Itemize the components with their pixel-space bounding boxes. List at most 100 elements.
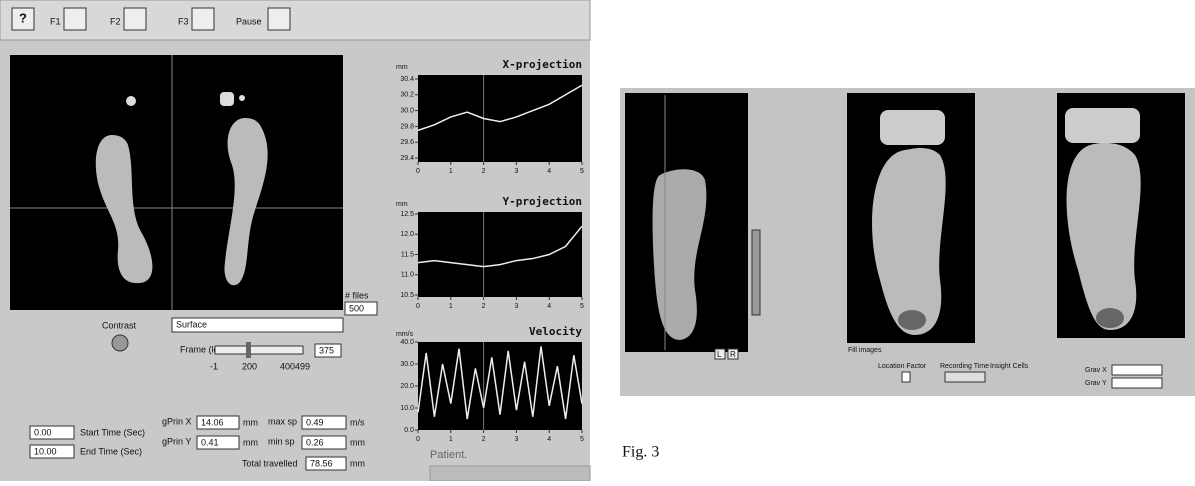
recording-box[interactable] bbox=[944, 371, 986, 383]
gravx-box[interactable] bbox=[1111, 364, 1163, 376]
heel-right bbox=[1096, 308, 1124, 328]
trace bbox=[417, 346, 583, 420]
foot-middle bbox=[872, 147, 946, 335]
x-tick-label: 4 bbox=[547, 303, 551, 310]
y-tick-label: 10.0 bbox=[400, 405, 414, 412]
gravy-box[interactable] bbox=[1111, 377, 1163, 389]
end-value: 10.00 bbox=[34, 446, 57, 456]
l-button[interactable] bbox=[714, 348, 726, 360]
frame-slider[interactable] bbox=[214, 345, 304, 355]
minsp-label: min sp bbox=[268, 436, 295, 446]
y-tick-label: 12.0 bbox=[400, 231, 414, 238]
r-button[interactable] bbox=[727, 348, 739, 360]
plot-title: Y-projection bbox=[503, 195, 582, 208]
pause-label: Pause bbox=[236, 16, 262, 26]
patient-label: Patient. bbox=[430, 449, 467, 461]
y-tick-label: 11.0 bbox=[401, 272, 414, 279]
contrast-label: Contrast bbox=[102, 320, 137, 330]
x-tick-label: 5 bbox=[580, 168, 584, 175]
right-foot bbox=[224, 118, 268, 286]
pause-button[interactable] bbox=[267, 7, 291, 31]
heel-middle bbox=[898, 310, 926, 330]
frame-value: 375 bbox=[319, 345, 334, 355]
location-label: Location Factor bbox=[878, 363, 927, 370]
frame-mid: 200 bbox=[242, 361, 257, 371]
f2-button[interactable] bbox=[123, 7, 147, 31]
gx-unit: mm bbox=[243, 417, 258, 427]
frame-box[interactable] bbox=[314, 343, 342, 358]
gx-label: gPrin X bbox=[162, 416, 192, 426]
maxsp-unit: m/s bbox=[350, 417, 365, 427]
frame-label: Frame (ld) bbox=[180, 344, 222, 354]
gx-box[interactable] bbox=[196, 415, 240, 430]
gy-label: gPrin Y bbox=[162, 436, 191, 446]
f1-button[interactable] bbox=[63, 7, 87, 31]
maxsp-box[interactable] bbox=[301, 415, 347, 430]
x-tick-label: 5 bbox=[580, 303, 584, 310]
maxsp-label: max sp bbox=[268, 416, 297, 426]
y-tick-label: 30.0 bbox=[400, 361, 414, 368]
x-tick-label: 1 bbox=[449, 303, 453, 310]
recording-label: Recording Time bbox=[940, 363, 989, 370]
patient-bar bbox=[429, 465, 591, 482]
maxsp-value: 0.49 bbox=[306, 417, 324, 427]
end-box[interactable] bbox=[29, 444, 75, 459]
minsp-box[interactable] bbox=[301, 435, 347, 450]
x-tick-label: 3 bbox=[514, 303, 518, 310]
right-toe bbox=[220, 92, 234, 106]
f3-label: F3 bbox=[178, 16, 189, 26]
total-value: 78.56 bbox=[310, 458, 333, 468]
f2-label: F2 bbox=[110, 16, 121, 26]
plot-title: Velocity bbox=[529, 325, 582, 338]
toes-right bbox=[1065, 108, 1140, 143]
plot-title: X-projection bbox=[503, 58, 582, 71]
files-box[interactable] bbox=[344, 301, 378, 316]
surface-box[interactable] bbox=[171, 317, 344, 333]
help-button[interactable] bbox=[11, 7, 35, 31]
contrast-knob[interactable] bbox=[111, 334, 129, 352]
x-tick-label: 0 bbox=[416, 168, 420, 175]
surface-value: Surface bbox=[176, 319, 207, 329]
gravx-label: Grav X bbox=[1085, 367, 1107, 374]
toes-middle bbox=[880, 110, 945, 145]
total-box[interactable] bbox=[305, 456, 347, 471]
plot-area bbox=[418, 75, 582, 162]
start-value: 0.00 bbox=[34, 427, 52, 437]
y-tick-label: 10.5 bbox=[400, 292, 414, 299]
gy-unit: mm bbox=[243, 437, 258, 447]
y-tick-label: 30.4 bbox=[400, 76, 414, 83]
files-label: # files bbox=[345, 290, 369, 300]
total-label: Total travelled bbox=[242, 458, 298, 468]
gy-value: 0.41 bbox=[201, 437, 219, 447]
plot-unit: mm bbox=[396, 201, 408, 208]
plot-unit: mm bbox=[396, 64, 408, 71]
y-tick-label: 20.0 bbox=[400, 383, 414, 390]
y-tick-label: 40.0 bbox=[400, 339, 414, 346]
frame-thumb[interactable] bbox=[246, 342, 251, 358]
gravy-label: Grav Y bbox=[1085, 380, 1107, 387]
insight-label: Insight Cells bbox=[990, 363, 1029, 370]
y-tick-label: 30.2 bbox=[400, 92, 414, 99]
total-unit: mm bbox=[350, 458, 365, 468]
start-box[interactable] bbox=[29, 425, 75, 440]
f3-button[interactable] bbox=[191, 7, 215, 31]
frame-min: -1 bbox=[210, 361, 218, 371]
y-tick-label: 11.5 bbox=[401, 251, 414, 258]
foot-side bbox=[652, 169, 707, 340]
plot-area bbox=[418, 342, 582, 430]
end-label: End Time (Sec) bbox=[80, 446, 142, 456]
x-tick-label: 2 bbox=[482, 303, 486, 310]
caption: Fig. 3 bbox=[622, 444, 659, 461]
trace bbox=[417, 225, 583, 268]
gx-value: 14.06 bbox=[201, 417, 224, 427]
right-toe-small bbox=[239, 95, 245, 101]
gy-box[interactable] bbox=[196, 435, 240, 450]
frame-max: 400499 bbox=[280, 361, 310, 371]
y-tick-label: 12.5 bbox=[400, 211, 414, 218]
y-tick-label: 30.0 bbox=[400, 107, 414, 114]
x-tick-label: 0 bbox=[416, 436, 420, 443]
location-box[interactable] bbox=[901, 371, 911, 383]
help-icon: ? bbox=[19, 10, 27, 25]
x-tick-label: 0 bbox=[416, 303, 420, 310]
files-value: 500 bbox=[349, 303, 364, 313]
